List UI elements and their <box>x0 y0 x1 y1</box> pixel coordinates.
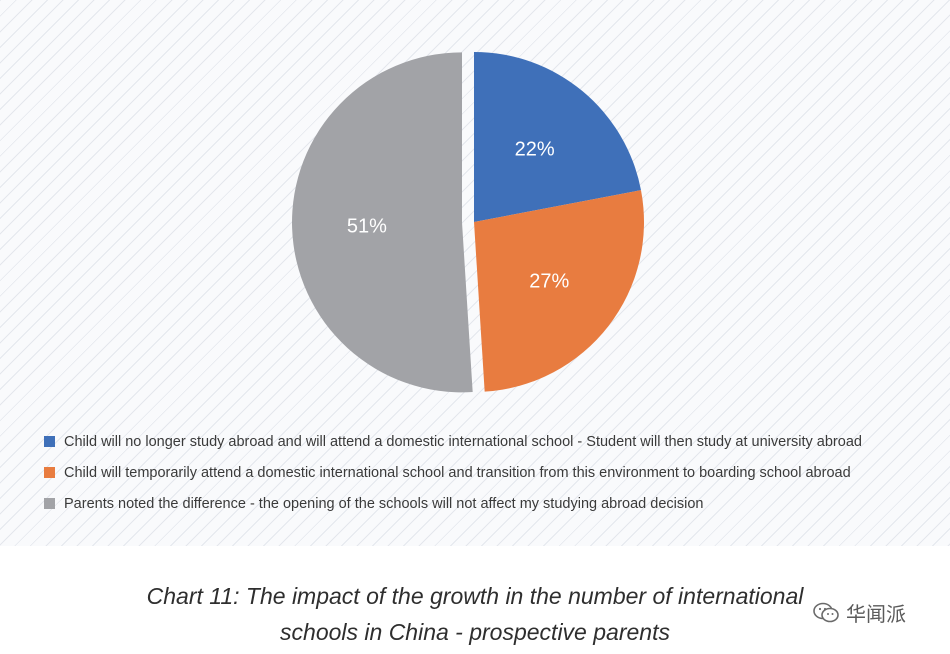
legend-label: Child will no longer study abroad and wi… <box>64 433 862 450</box>
caption-line-2: schools in China - prospective parents <box>280 619 670 645</box>
legend-item: Child will temporarily attend a domestic… <box>44 457 934 488</box>
legend-swatch <box>44 498 55 509</box>
pie-slice <box>474 190 645 392</box>
legend-swatch <box>44 436 55 447</box>
legend-label: Parents noted the difference - the openi… <box>64 495 704 512</box>
slice-label: 51% <box>347 215 387 237</box>
watermark: 华闻派 <box>812 598 906 627</box>
watermark-text: 华闻派 <box>846 602 906 626</box>
pie-chart: 22% 27% 51% <box>292 52 645 393</box>
slice-label: 22% <box>515 139 555 161</box>
pie-slice <box>292 52 473 393</box>
pie-slice <box>474 52 641 222</box>
legend-label: Child will temporarily attend a domestic… <box>64 464 851 481</box>
slice-label: 27% <box>529 270 569 292</box>
chart-caption: Chart 11: The impact of the growth in th… <box>0 578 950 650</box>
legend-item: Parents noted the difference - the openi… <box>44 488 934 519</box>
caption-line-1: Chart 11: The impact of the growth in th… <box>146 583 804 609</box>
legend-swatch <box>44 467 55 478</box>
legend: Child will no longer study abroad and wi… <box>44 426 934 519</box>
wechat-icon <box>813 602 839 622</box>
legend-item: Child will no longer study abroad and wi… <box>44 426 934 457</box>
chart-panel: 22% 27% 51% Child will no longer study abr… <box>0 0 950 546</box>
